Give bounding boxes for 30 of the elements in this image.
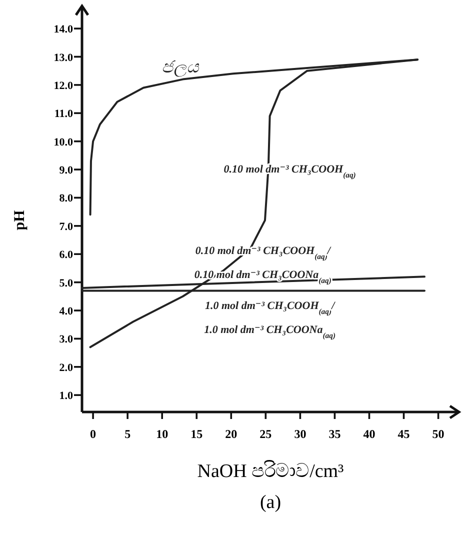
x-tick-label: 5: [124, 427, 131, 441]
series-label: ජලය: [162, 57, 200, 78]
x-tick-label: 20: [225, 427, 238, 441]
x-tick-label: 35: [328, 427, 341, 441]
y-axis-title: pH: [12, 210, 28, 230]
y-tick-label: 2.0: [59, 362, 74, 374]
text: 1.0 mol dm⁻³ CH₃COOH$_{(aq)}$/ 1.0 mol dm⁻³ CH₃COONa$_{(aq)}$: [204, 300, 336, 340]
y-tick-label: 8.0: [59, 192, 74, 205]
y-tick-label: 11.0: [54, 108, 74, 120]
x-tick-label: 0: [90, 427, 96, 441]
y-tick-label: 10.0: [54, 136, 74, 148]
text: (a): [260, 492, 282, 513]
x-tick-label: 45: [398, 427, 410, 441]
x-tick-label: 30: [294, 427, 306, 441]
y-tick-label: 3.0: [59, 334, 74, 346]
x-tick-label: 40: [363, 427, 376, 441]
y-tick-label: 1.0: [59, 390, 74, 402]
y-tick-label: 4.0: [59, 306, 74, 318]
y-tick-label: 9.0: [59, 164, 74, 177]
x-tick-label: 10: [156, 427, 168, 441]
x-tick-label: 15: [190, 427, 203, 441]
x-tick-label: 25: [260, 427, 272, 441]
y-tick-label: 14.0: [54, 24, 74, 36]
y-tick-label: 7.0: [59, 220, 74, 233]
x-axis-title: NaOH පරිමාව/cm³: [197, 461, 344, 482]
x-tick-label: 50: [432, 427, 444, 441]
y-tick-label: 13.0: [54, 52, 74, 64]
y-tick-label: 6.0: [59, 249, 74, 262]
y-tick-label: 5.0: [59, 277, 74, 290]
y-tick-label: 12.0: [54, 80, 74, 92]
